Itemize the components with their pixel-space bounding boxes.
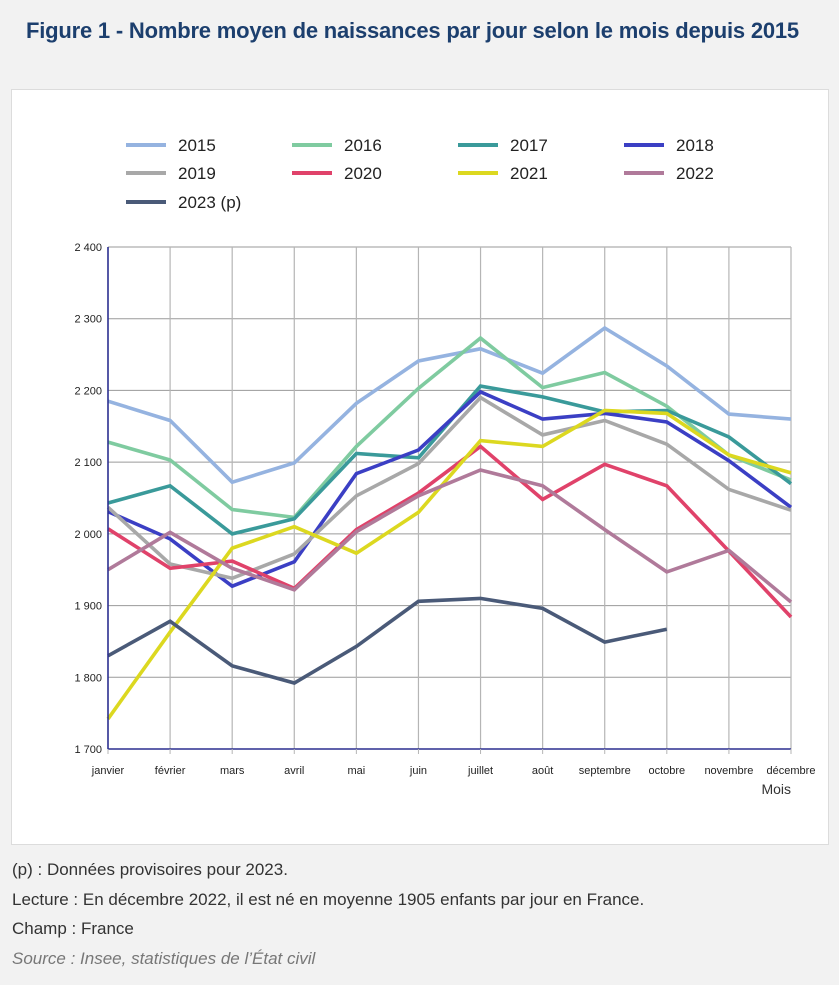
- y-tick-label: 2 400: [74, 242, 102, 254]
- legend-label: 2018: [676, 136, 714, 155]
- legend-item: 2018: [624, 136, 714, 155]
- y-tick-label: 2 300: [74, 314, 102, 326]
- scope-note: Champ : France: [12, 919, 134, 938]
- line-chart: 2015 2016 2017 2018 2019 2020 2021 2022 2023 (p)…: [74, 136, 816, 797]
- legend-item: 2022: [624, 164, 714, 183]
- series-line-2018: [107, 389, 793, 589]
- legend-label: 2016: [344, 136, 382, 155]
- figure-notes: (p) : Données provisoires pour 2023. Lec…: [12, 855, 644, 973]
- axes: [107, 247, 791, 750]
- legend-item: 2019: [126, 164, 216, 183]
- x-tick-label: mars: [220, 765, 245, 777]
- legend-item: 2017: [458, 136, 548, 155]
- x-axis-title: Mois: [761, 781, 791, 797]
- y-tick-label: 2 100: [74, 457, 102, 469]
- y-axis-ticks: 1 700 1 800 1 900 2 000 2 100 2 200 2 300 2 400: [74, 242, 102, 756]
- figure-title: Figure 1 - Nombre moyen de naissances pa…: [26, 18, 799, 43]
- x-axis-ticks: janvier février mars avril mai juin juillet aoû…: [91, 749, 816, 777]
- legend-item: 2020: [292, 164, 382, 183]
- series-line-2022: [107, 468, 793, 604]
- x-tick-label: août: [532, 765, 553, 777]
- reading-note: Lecture : En décembre 2022, il est né en…: [12, 889, 645, 909]
- legend: 2015 2016 2017 2018 2019 2020 2021 2022 2023 (p): [126, 136, 714, 212]
- x-tick-label: novembre: [704, 765, 753, 777]
- x-tick-label: janvier: [91, 765, 125, 777]
- x-tick-label: avril: [284, 765, 304, 777]
- y-tick-label: 2 000: [74, 529, 102, 541]
- chart-card: 2015 2016 2017 2018 2019 2020 2021 2022 2023 (p)…: [11, 89, 829, 845]
- provisional-note: (p) : Données provisoires pour 2023.: [12, 860, 288, 879]
- x-tick-label: décembre: [767, 765, 816, 777]
- legend-item: 2023 (p): [126, 193, 241, 212]
- y-tick-label: 1 700: [74, 744, 102, 756]
- series-line-2015: [107, 325, 792, 485]
- y-tick-label: 1 800: [74, 672, 102, 684]
- legend-label: 2023 (p): [178, 193, 241, 212]
- legend-item: 2015: [126, 136, 216, 155]
- x-tick-label: février: [155, 765, 186, 777]
- legend-label: 2020: [344, 164, 382, 183]
- x-tick-label: juillet: [467, 765, 493, 777]
- grid: [108, 246, 792, 750]
- y-tick-label: 2 200: [74, 385, 102, 397]
- legend-item: 2016: [292, 136, 382, 155]
- series-line-2020: [107, 444, 793, 619]
- x-tick-label: octobre: [648, 765, 685, 777]
- legend-label: 2019: [178, 164, 216, 183]
- x-tick-label: septembre: [579, 765, 631, 777]
- legend-item: 2021: [458, 164, 548, 183]
- series-line-2023p: [107, 596, 668, 685]
- source-note: Source : Insee, statistiques de l’État c…: [12, 948, 316, 968]
- legend-label: 2015: [178, 136, 216, 155]
- legend-label: 2021: [510, 164, 548, 183]
- legend-label: 2022: [676, 164, 714, 183]
- y-tick-label: 1 900: [74, 601, 102, 613]
- series-lines: [106, 325, 793, 720]
- x-tick-label: juin: [409, 765, 427, 777]
- x-tick-label: mai: [347, 765, 365, 777]
- legend-label: 2017: [510, 136, 548, 155]
- series-line-2019: [106, 395, 792, 581]
